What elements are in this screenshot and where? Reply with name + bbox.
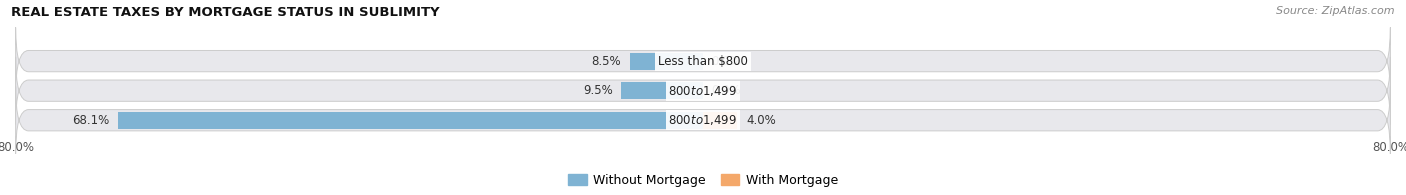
Text: 4.0%: 4.0% xyxy=(747,114,776,127)
Text: Less than $800: Less than $800 xyxy=(658,55,748,68)
Text: $800 to $1,499: $800 to $1,499 xyxy=(668,84,738,98)
Bar xyxy=(621,82,703,99)
Bar xyxy=(703,112,737,129)
FancyBboxPatch shape xyxy=(15,57,1391,124)
Bar xyxy=(118,112,703,129)
Text: 9.5%: 9.5% xyxy=(583,84,613,97)
FancyBboxPatch shape xyxy=(15,27,1391,95)
Legend: Without Mortgage, With Mortgage: Without Mortgage, With Mortgage xyxy=(568,174,838,187)
Text: 0.0%: 0.0% xyxy=(711,84,741,97)
Text: Source: ZipAtlas.com: Source: ZipAtlas.com xyxy=(1277,6,1395,16)
Bar xyxy=(630,52,703,70)
Text: REAL ESTATE TAXES BY MORTGAGE STATUS IN SUBLIMITY: REAL ESTATE TAXES BY MORTGAGE STATUS IN … xyxy=(11,6,440,19)
Text: 8.5%: 8.5% xyxy=(592,55,621,68)
Text: 68.1%: 68.1% xyxy=(72,114,110,127)
Text: $800 to $1,499: $800 to $1,499 xyxy=(668,113,738,127)
FancyBboxPatch shape xyxy=(15,87,1391,154)
Text: 0.0%: 0.0% xyxy=(711,55,741,68)
